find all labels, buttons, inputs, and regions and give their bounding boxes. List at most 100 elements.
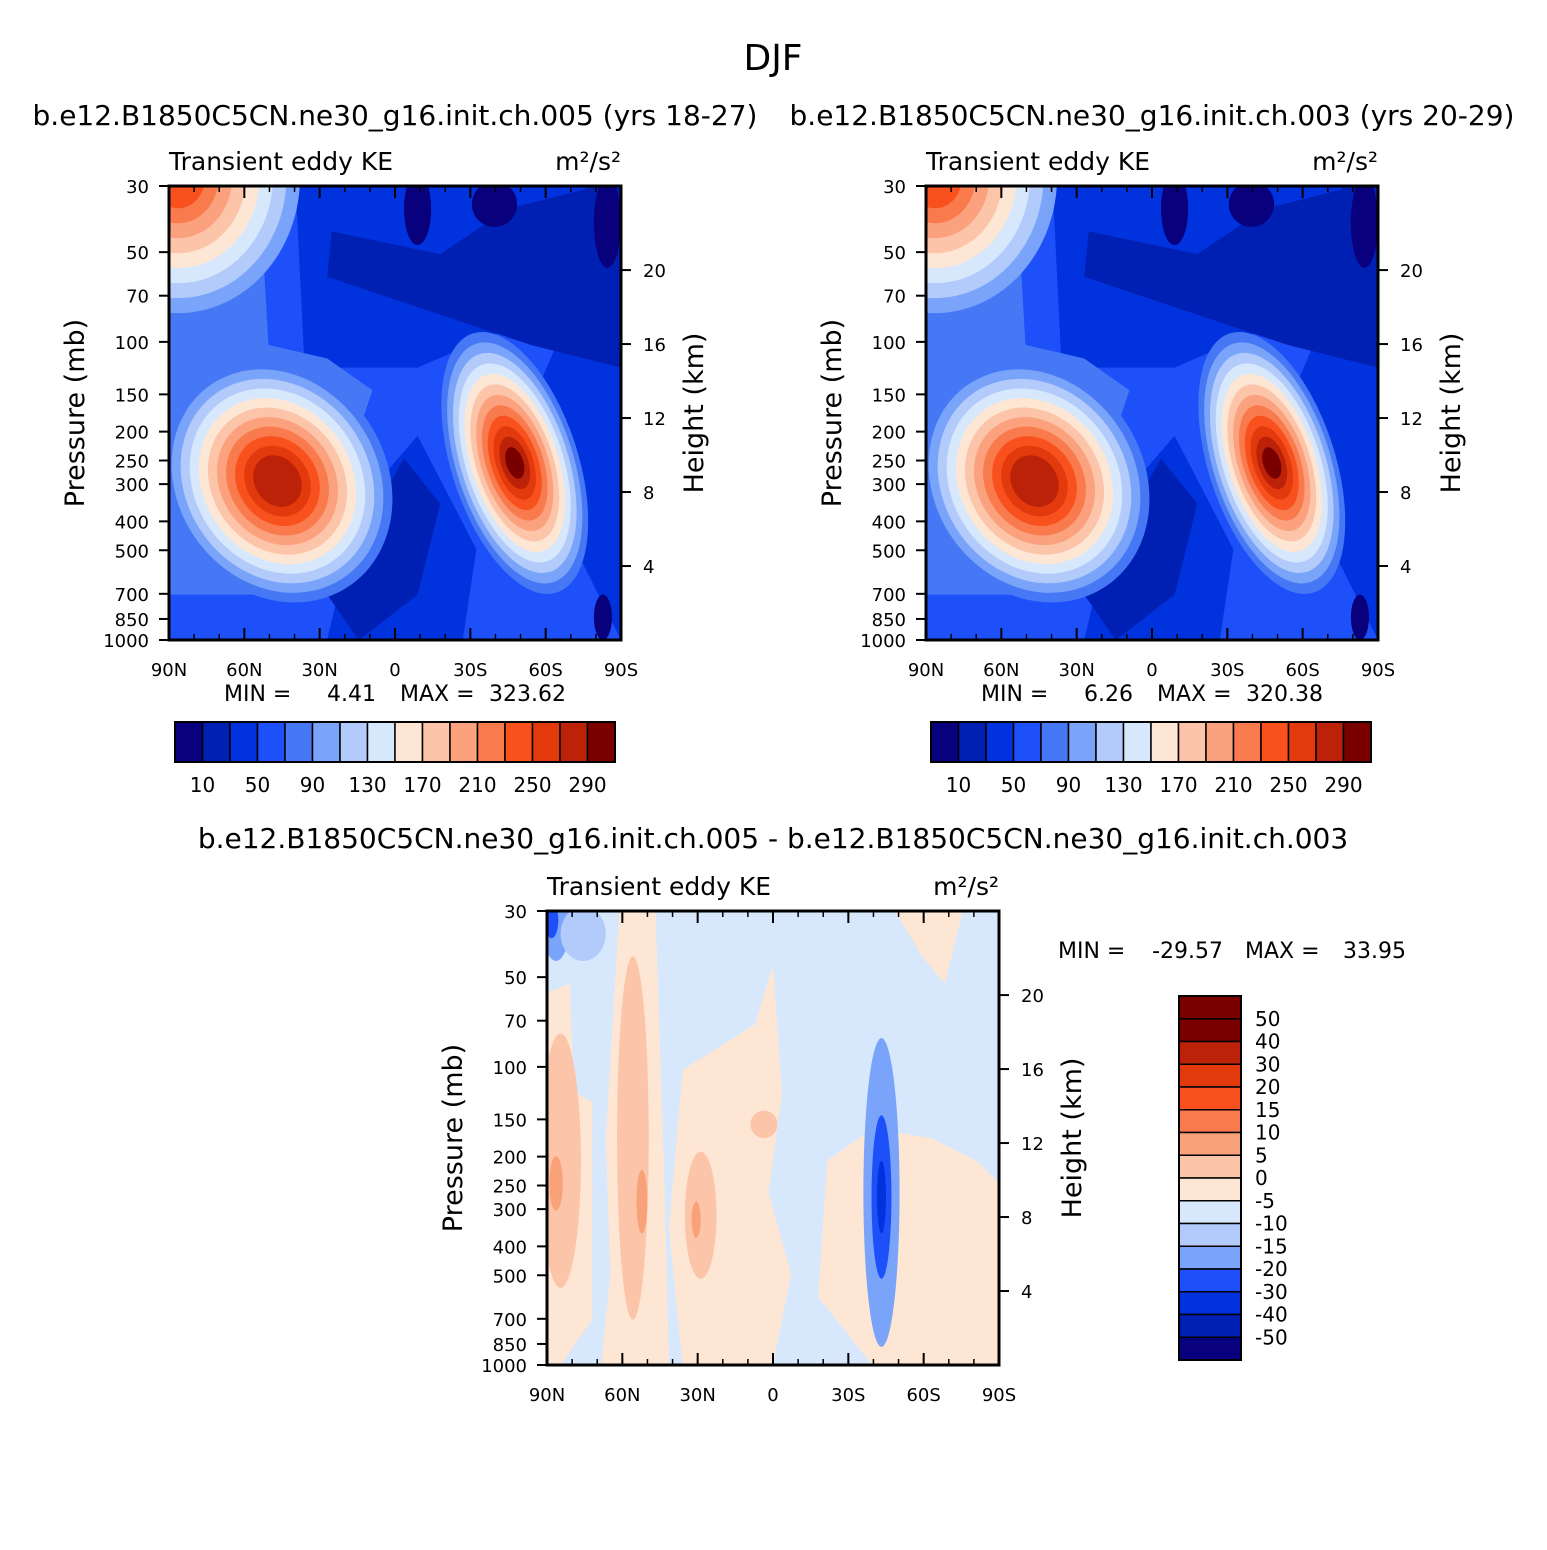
- min-value: 6.26: [1084, 682, 1133, 707]
- colorbar-box: [1232, 721, 1262, 763]
- y-tick-label: 100: [872, 333, 906, 354]
- contour-band: [926, 186, 975, 224]
- y-right-tick-label: 12: [1400, 409, 1423, 430]
- max-label: MAX =: [400, 682, 475, 707]
- colorbar-box: [985, 721, 1015, 763]
- contour-band: [404, 186, 432, 246]
- colorbar-box: [1095, 721, 1125, 763]
- chart-left-string: Transient eddy KE: [168, 147, 393, 176]
- colorbar-label: 130: [348, 773, 386, 797]
- colorbar-box: [1178, 1177, 1242, 1202]
- y-right-tick-label: 16: [1021, 1060, 1044, 1081]
- colorbar-label: -20: [1255, 1257, 1288, 1281]
- y-tick-label: 400: [872, 512, 906, 533]
- contour-band: [1010, 455, 1059, 507]
- contour-band: [327, 186, 621, 368]
- y-tick-label: 250: [115, 452, 149, 473]
- contour-field: [547, 911, 999, 1365]
- x-tick-label: 60S: [528, 660, 562, 681]
- min-label: MIN =: [1058, 939, 1125, 964]
- y-right-tick-label: 12: [1021, 1134, 1044, 1155]
- contour-band: [1228, 186, 1275, 227]
- colorbar-box: [1178, 1336, 1242, 1361]
- y-right-tick-label: 8: [643, 483, 654, 504]
- colorbar-box: [1178, 1245, 1242, 1270]
- contour-band: [1161, 186, 1189, 246]
- contour-field: [926, 186, 1378, 640]
- contour-band: [1350, 186, 1378, 268]
- contour-band: [547, 1033, 581, 1288]
- x-tick-label: 30N: [679, 1385, 715, 1406]
- x-tick-label: 60N: [226, 660, 262, 681]
- chart-panel: b.e12.B1850C5CN.ne30_g16.init.ch.005 (yr…: [33, 99, 758, 797]
- colorbar-box: [1342, 721, 1372, 763]
- y-tick-label: 30: [504, 902, 527, 923]
- colorbar-box: [476, 721, 506, 763]
- colorbar-label: 90: [1056, 773, 1081, 797]
- colorbar-box: [1178, 1268, 1242, 1293]
- colorbar-box: [174, 721, 204, 763]
- colorbar-box: [586, 721, 616, 763]
- colorbar-box: [1150, 721, 1180, 763]
- colorbar-box: [284, 721, 314, 763]
- colorbar-label: 20: [1255, 1075, 1280, 1099]
- contour-band: [327, 458, 441, 640]
- colorbar-label: 250: [1269, 773, 1307, 797]
- y-tick-label: 50: [883, 243, 906, 264]
- contour-band: [471, 186, 518, 227]
- colorbar-box: [504, 721, 534, 763]
- x-tick-label: 30S: [831, 1385, 865, 1406]
- y-right-tick-label: 16: [643, 335, 666, 356]
- y-tick-label: 200: [493, 1148, 527, 1169]
- y-tick-label: 400: [493, 1237, 527, 1258]
- max-value: 320.38: [1246, 682, 1323, 707]
- y-tick-label: 300: [115, 475, 149, 496]
- colorbar-box: [1178, 1154, 1242, 1179]
- colorbar-label: 170: [1159, 773, 1197, 797]
- colorbar-box: [256, 721, 286, 763]
- contour-band: [838, 942, 853, 998]
- contour-band: [505, 447, 525, 479]
- contour-field: [169, 186, 621, 640]
- colorbar-box: [930, 721, 960, 763]
- y-right-tick-label: 8: [1400, 483, 1411, 504]
- contour-band: [684, 1151, 717, 1279]
- colorbar-box: [1205, 721, 1235, 763]
- x-tick-label: 0: [389, 660, 400, 681]
- x-tick-label: 90S: [982, 1385, 1016, 1406]
- contour-band: [593, 186, 621, 268]
- colorbar-box: [1178, 1086, 1242, 1111]
- contour-band: [750, 1110, 778, 1138]
- min-value: -29.57: [1152, 939, 1223, 964]
- y-right-tick-label: 8: [1021, 1208, 1032, 1229]
- colorbar-box: [394, 721, 424, 763]
- y-tick-label: 70: [504, 1012, 527, 1033]
- y-right-tick-label: 12: [643, 409, 666, 430]
- colorbar-box: [1178, 995, 1242, 1020]
- colorbar-box: [559, 721, 589, 763]
- colorbar-label: 50: [1001, 773, 1026, 797]
- y-tick-label: 1000: [481, 1356, 527, 1377]
- chart-title: b.e12.B1850C5CN.ne30_g16.init.ch.003 (yr…: [790, 99, 1515, 132]
- x-tick-label: 90S: [1361, 660, 1395, 681]
- colorbar-label: 5: [1255, 1143, 1268, 1167]
- colorbar-label: 210: [1214, 773, 1252, 797]
- y-axis-label: Pressure (mb): [817, 319, 848, 507]
- colorbar-box: [1178, 1063, 1242, 1088]
- y-tick-label: 250: [493, 1177, 527, 1198]
- y-tick-label: 150: [872, 385, 906, 406]
- colorbar-label: 40: [1255, 1030, 1280, 1054]
- y-tick-label: 500: [872, 541, 906, 562]
- colorbar-box: [1178, 1200, 1242, 1225]
- max-label: MAX =: [1157, 682, 1232, 707]
- colorbar-label: 90: [300, 773, 325, 797]
- max-value: 323.62: [489, 682, 566, 707]
- y-tick-label: 100: [115, 333, 149, 354]
- max-value: 33.95: [1343, 939, 1406, 964]
- colorbar-label: 15: [1255, 1098, 1280, 1122]
- y-tick-label: 1000: [860, 631, 906, 652]
- chart-units: m²/s²: [555, 147, 621, 176]
- colorbar-frame: [930, 721, 1372, 763]
- colorbar-label: 170: [403, 773, 441, 797]
